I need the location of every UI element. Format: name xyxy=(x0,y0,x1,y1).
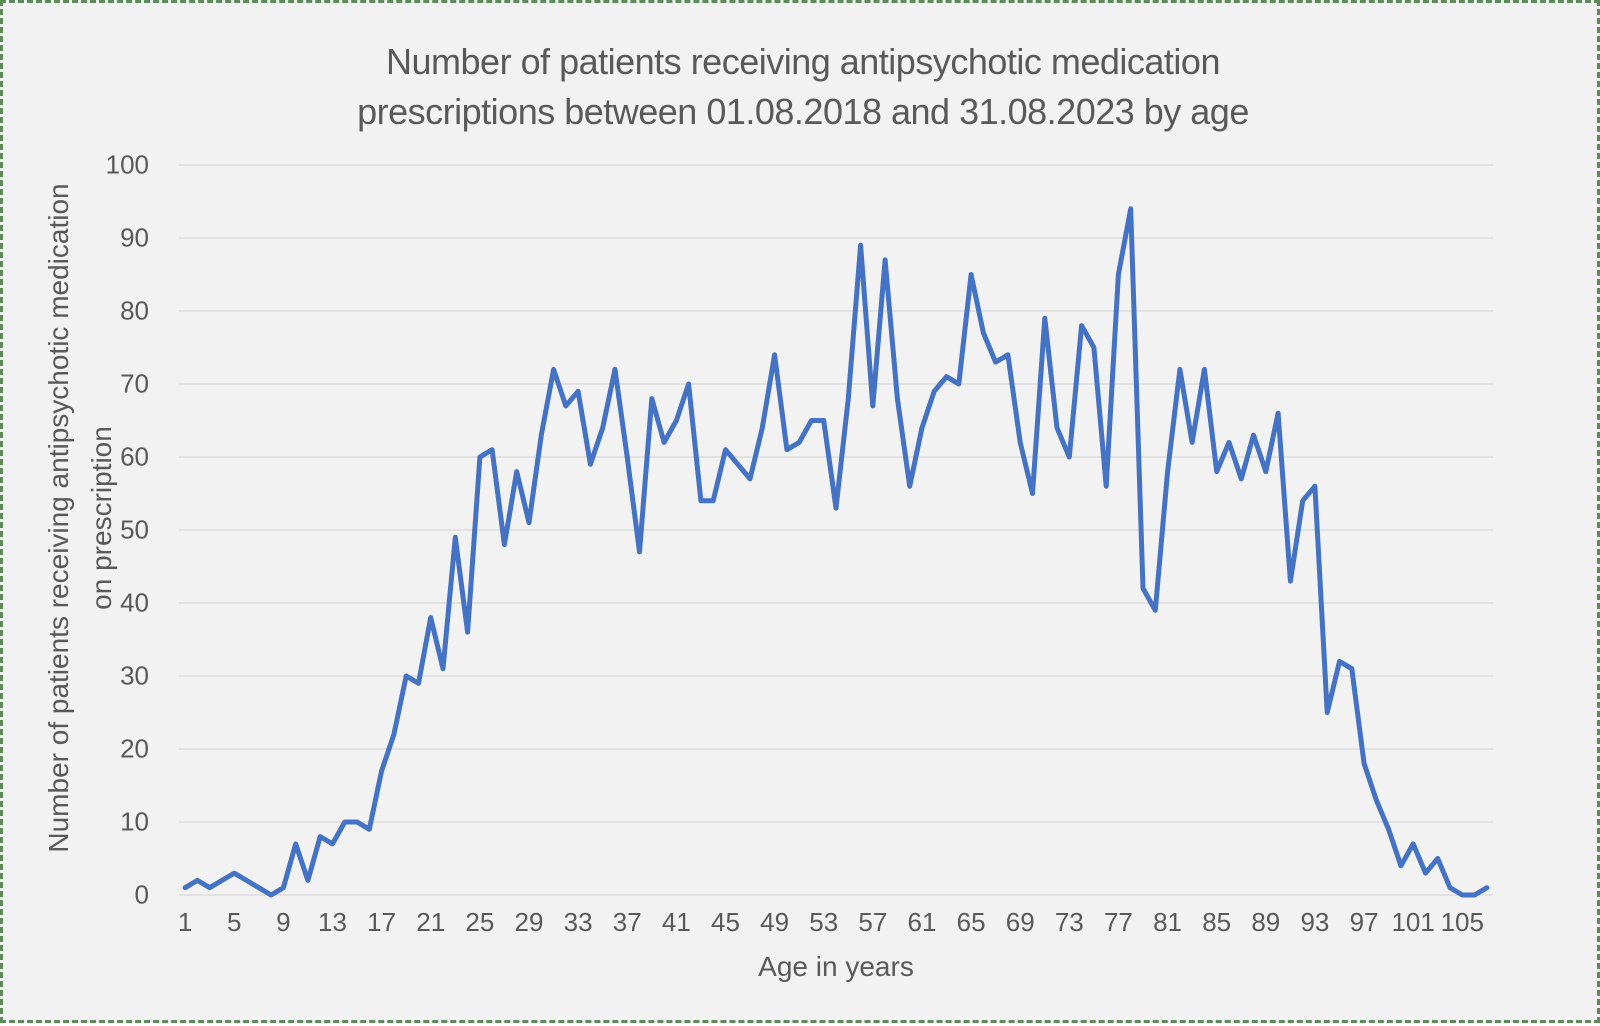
y-tick-label: 50 xyxy=(120,514,149,545)
chart-title-line1: Number of patients receiving antipsychot… xyxy=(386,41,1220,82)
x-tick-label: 37 xyxy=(612,907,642,937)
data-line-series xyxy=(182,206,1490,898)
x-tick-label: 105 xyxy=(1440,907,1484,937)
x-axis-title: Age in years xyxy=(758,951,914,982)
x-tick-label: 5 xyxy=(227,907,242,937)
y-tick-label: 70 xyxy=(120,368,149,399)
y-tick-label: 40 xyxy=(120,587,149,618)
x-tick-label: 61 xyxy=(907,907,937,937)
x-tick-label: 25 xyxy=(465,907,495,937)
x-tick-label: 13 xyxy=(318,907,347,937)
x-tick-label: 57 xyxy=(858,907,888,937)
x-tick-label: 93 xyxy=(1300,907,1330,937)
x-tick-label: 97 xyxy=(1349,907,1379,937)
chart-title: Number of patients receiving antipsychot… xyxy=(3,37,1600,137)
x-tick-label: 1 xyxy=(177,907,193,937)
line-chart-plot xyxy=(179,164,1493,898)
x-tick-label: 49 xyxy=(760,907,790,937)
y-tick-label: 80 xyxy=(120,295,149,326)
y-tick-label: 0 xyxy=(134,879,149,910)
x-tick-label: 69 xyxy=(1005,907,1035,937)
x-tick-label: 17 xyxy=(367,907,397,937)
x-tick-label: 77 xyxy=(1103,907,1133,937)
y-tick-label: 10 xyxy=(120,806,149,837)
x-tick-label: 33 xyxy=(563,907,593,937)
x-tick-label: 53 xyxy=(809,907,839,937)
x-tick-label: 81 xyxy=(1153,907,1183,937)
x-tick-label: 41 xyxy=(661,907,691,937)
y-tick-label: 100 xyxy=(105,149,149,180)
y-tick-label: 30 xyxy=(120,660,149,691)
x-tick-label: 101 xyxy=(1391,907,1435,937)
x-tick-label: 9 xyxy=(276,907,291,937)
x-tick-label: 85 xyxy=(1202,907,1232,937)
y-tick-label: 60 xyxy=(120,441,149,472)
y-tick-label: 20 xyxy=(120,733,149,764)
x-tick-label: 89 xyxy=(1251,907,1281,937)
x-tick-label: 29 xyxy=(514,907,544,937)
y-tick-label: 90 xyxy=(120,222,149,253)
x-tick-label: 65 xyxy=(956,907,986,937)
chart-title-line2: prescriptions between 01.08.2018 and 31.… xyxy=(357,91,1249,132)
x-tick-label: 21 xyxy=(416,907,446,937)
x-tick-label: 73 xyxy=(1054,907,1084,937)
x-tick-label: 45 xyxy=(711,907,740,937)
